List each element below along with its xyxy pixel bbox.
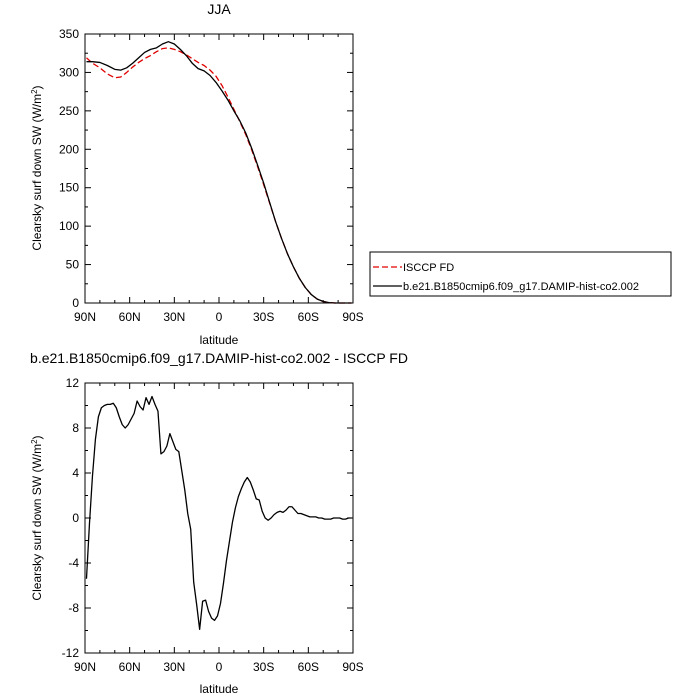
chart-top-xlabel: latitude xyxy=(200,333,239,347)
legend-box xyxy=(369,251,672,297)
chart-bottom-xtick-label: 0 xyxy=(216,660,223,674)
chart-bottom-ylabel: Clearsky surf down SW (W/m2) xyxy=(30,435,45,600)
chart-top-ytick-label: 300 xyxy=(59,65,79,79)
chart-bottom-xlabel: latitude xyxy=(200,682,239,696)
chart-bottom-xtick-label: 30N xyxy=(163,660,185,674)
chart-top-series-1-line xyxy=(86,41,352,304)
chart-top-title: JJA xyxy=(207,1,231,17)
chart-bottom-xtick-label: 60S xyxy=(298,660,319,674)
chart-bottom-plot-area: 90N 60N 30N 0 30S 60S 90S -12 -8 -4 0 4 8 12 xyxy=(62,376,364,674)
chart-bottom-ytick-label: 4 xyxy=(72,466,79,480)
chart-bottom-ytick-label: -4 xyxy=(68,556,79,570)
chart-top-plot-area: 90N 60N 30N 0 30S 60S 90S 0 50 100 150 200 250 300 350 xyxy=(59,27,364,324)
chart-bottom-xtick-label: 30S xyxy=(253,660,274,674)
chart-bottom-ytick-label: 12 xyxy=(66,376,80,390)
chart-top-xtick-label: 60N xyxy=(119,310,141,324)
chart-top-ytick-label: 0 xyxy=(72,296,79,310)
chart-top-xtick-label: 30S xyxy=(253,310,274,324)
chart-bottom-ylabel-main: Clearsky surf down SW (W/m xyxy=(30,444,44,601)
chart-top-ytick-label: 100 xyxy=(59,219,79,233)
chart-bottom-ytick-label: -12 xyxy=(62,646,80,660)
chart-top-xtick-label: 30N xyxy=(163,310,185,324)
chart-bottom-ylabel-sup: 2 xyxy=(30,439,39,444)
chart-bottom-ytick-label: 8 xyxy=(72,421,79,435)
chart-top-ylabel-main: Clearsky surf down SW (W/m xyxy=(30,94,44,251)
chart-top: JJA 90N 60N 30N 0 30S 60S 90S 0 50 100 150 200 250 30… xyxy=(30,1,364,347)
chart-bottom-ytick-label: -8 xyxy=(68,601,79,615)
chart-top-ylabel-sup: 2 xyxy=(30,89,39,94)
chart-top-ytick-label: 50 xyxy=(66,258,80,272)
chart-bottom: b.e21.B1850cmip6.f09_g17.DAMIP-hist-co2.… xyxy=(30,350,408,696)
chart-top-ytick-label: 200 xyxy=(59,142,79,156)
legend-label-model: b.e21.B1850cmip6.f09_g17.DAMIP-hist-co2.… xyxy=(403,281,639,293)
legend-label-isccp: ISCCP FD xyxy=(403,262,454,274)
chart-bottom-xtick-label: 90S xyxy=(342,660,363,674)
chart-bottom-ylabel-close: ) xyxy=(30,435,44,439)
chart-top-xtick-label: 90N xyxy=(74,310,96,324)
chart-top-ytick-label: 150 xyxy=(59,181,79,195)
chart-top-ytick-label: 350 xyxy=(59,27,79,41)
chart-bottom-series-0-line xyxy=(85,395,352,631)
chart-top-xtick-label: 0 xyxy=(216,310,223,324)
chart-bottom-ytick-label: 0 xyxy=(72,511,79,525)
chart-bottom-frame xyxy=(84,382,354,654)
chart-top-ylabel: Clearsky surf down SW (W/m2) xyxy=(30,85,45,250)
chart-top-xtick-label: 60S xyxy=(298,310,319,324)
chart-top-xtick-label: 90S xyxy=(342,310,363,324)
chart-top-ytick-label: 250 xyxy=(59,104,79,118)
chart-bottom-xtick-label: 90N xyxy=(74,660,96,674)
legend: ISCCP FD b.e21.B1850cmip6.f09_g17.DAMIP-… xyxy=(369,251,672,297)
chart-bottom-title: b.e21.B1850cmip6.f09_g17.DAMIP-hist-co2.… xyxy=(30,350,408,366)
chart-top-ylabel-close: ) xyxy=(30,85,44,89)
chart-bottom-xtick-label: 60N xyxy=(119,660,141,674)
